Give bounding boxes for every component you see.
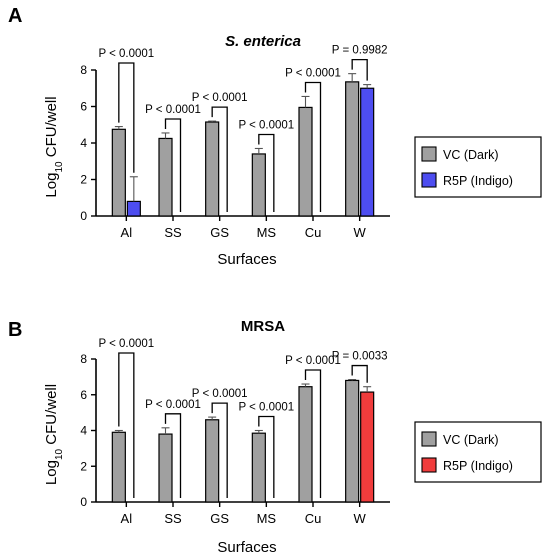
y-tick-label: 4 [80,424,87,438]
x-tick-label: GS [210,511,229,526]
significance-bracket [164,118,182,212]
significance-bracket [211,106,228,212]
x-tick-label: MS [257,511,277,526]
significance-bracket [258,415,275,498]
p-value-label: P < 0.0001 [145,399,201,411]
bar-vc [205,121,220,217]
bar-vc [251,432,266,503]
x-tick-label: Cu [305,225,322,240]
p-value-label: P < 0.0001 [238,119,294,131]
chart-title: S. enterica [225,33,301,50]
bar-vc [298,386,313,503]
y-tick-label: 0 [80,495,87,509]
y-tick-label: 2 [80,459,87,473]
x-tick-label: Cu [305,511,322,526]
legend-swatch [421,431,437,447]
bar-r5p [360,391,375,503]
legend-label: VC (Dark) [443,433,499,447]
bar-vc [111,128,126,217]
p-value-label: P < 0.0001 [238,402,294,414]
bar-vc [251,153,266,217]
x-tick-label: MS [257,225,277,240]
significance-bracket [351,364,368,383]
x-tick-label: Al [121,511,133,526]
bar-vc [345,379,360,503]
panel-letter: A [8,5,22,27]
bar-vc [158,433,173,503]
p-value-label: P < 0.0001 [192,388,248,400]
x-axis-label: Surfaces [217,251,276,268]
significance-bracket [118,62,135,173]
legend-box [414,421,542,483]
legend: VC (Dark) R5P (Indigo) [414,136,542,198]
legend-label: R5P (Indigo) [443,174,513,188]
x-tick-label: SS [164,511,182,526]
legend-swatch [421,146,437,162]
y-tick-label: 2 [80,173,87,187]
bar-vc [158,137,173,217]
p-value-label: P < 0.0001 [285,67,341,79]
x-tick-label: SS [164,225,182,240]
x-tick-label: GS [210,225,229,240]
x-tick-label: Al [121,225,133,240]
panel-letter: B [8,319,22,341]
significance-bracket [118,352,135,498]
bar-vc [205,419,220,503]
y-axis-label-sub: 10 [54,161,65,173]
significance-bracket [258,133,275,212]
p-value-label: P < 0.0001 [145,104,201,116]
y-axis-label-tail: CFU/well [43,384,60,449]
legend-label: R5P (Indigo) [443,459,513,473]
significance-bracket [164,413,182,498]
bar-vc [345,81,360,217]
panel-b: B MRSA 0 2 4 6 8 Log10 CFU/well Surfaces Al P < 0.… [8,318,542,556]
legend-swatch [421,457,437,473]
y-tick-label: 4 [80,136,87,150]
y-tick-label: 8 [80,63,87,77]
p-value-label: P = 0.9982 [332,45,388,57]
y-axis-label: Log10 CFU/well [43,96,65,197]
legend-swatch [421,172,437,188]
significance-bracket [304,81,322,212]
legend-label: VC (Dark) [443,148,499,162]
p-value-label: P = 0.0033 [332,351,388,363]
bar-vc [298,106,313,217]
y-tick-label: 0 [80,209,87,223]
p-value-label: P < 0.0001 [285,355,341,367]
p-value-label: P < 0.0001 [192,92,248,104]
significance-bracket [351,59,368,81]
y-axis-label: Log10 CFU/well [43,384,65,485]
legend-box [414,136,542,198]
x-tick-label: W [354,511,367,526]
chart-title: MRSA [241,318,285,335]
bar-r5p [360,87,375,217]
x-axis-label: Surfaces [217,539,276,556]
bar-vc [111,431,126,503]
p-value-label: P < 0.0001 [98,338,154,350]
y-axis-label-main: Log [43,173,60,198]
y-axis-label-tail: CFU/well [43,96,60,161]
significance-bracket [304,369,322,498]
y-axis-label-sub: 10 [54,448,65,460]
bar-r5p [126,200,141,217]
y-axis-label-main: Log [43,460,60,485]
significance-bracket [211,402,228,498]
y-tick-label: 8 [80,352,87,366]
p-value-label: P < 0.0001 [98,48,154,60]
y-tick-label: 6 [80,100,87,114]
x-tick-label: W [354,225,367,240]
legend: VC (Dark) R5P (Indigo) [414,421,542,483]
y-tick-label: 6 [80,388,87,402]
panel-a: A S. enterica 0 2 4 6 8 Log10 CFU/well Surfaces A… [8,5,542,268]
